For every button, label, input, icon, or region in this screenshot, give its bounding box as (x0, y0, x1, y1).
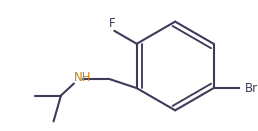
Text: Br: Br (245, 82, 258, 95)
Text: F: F (109, 17, 116, 30)
Text: NH: NH (74, 72, 92, 84)
